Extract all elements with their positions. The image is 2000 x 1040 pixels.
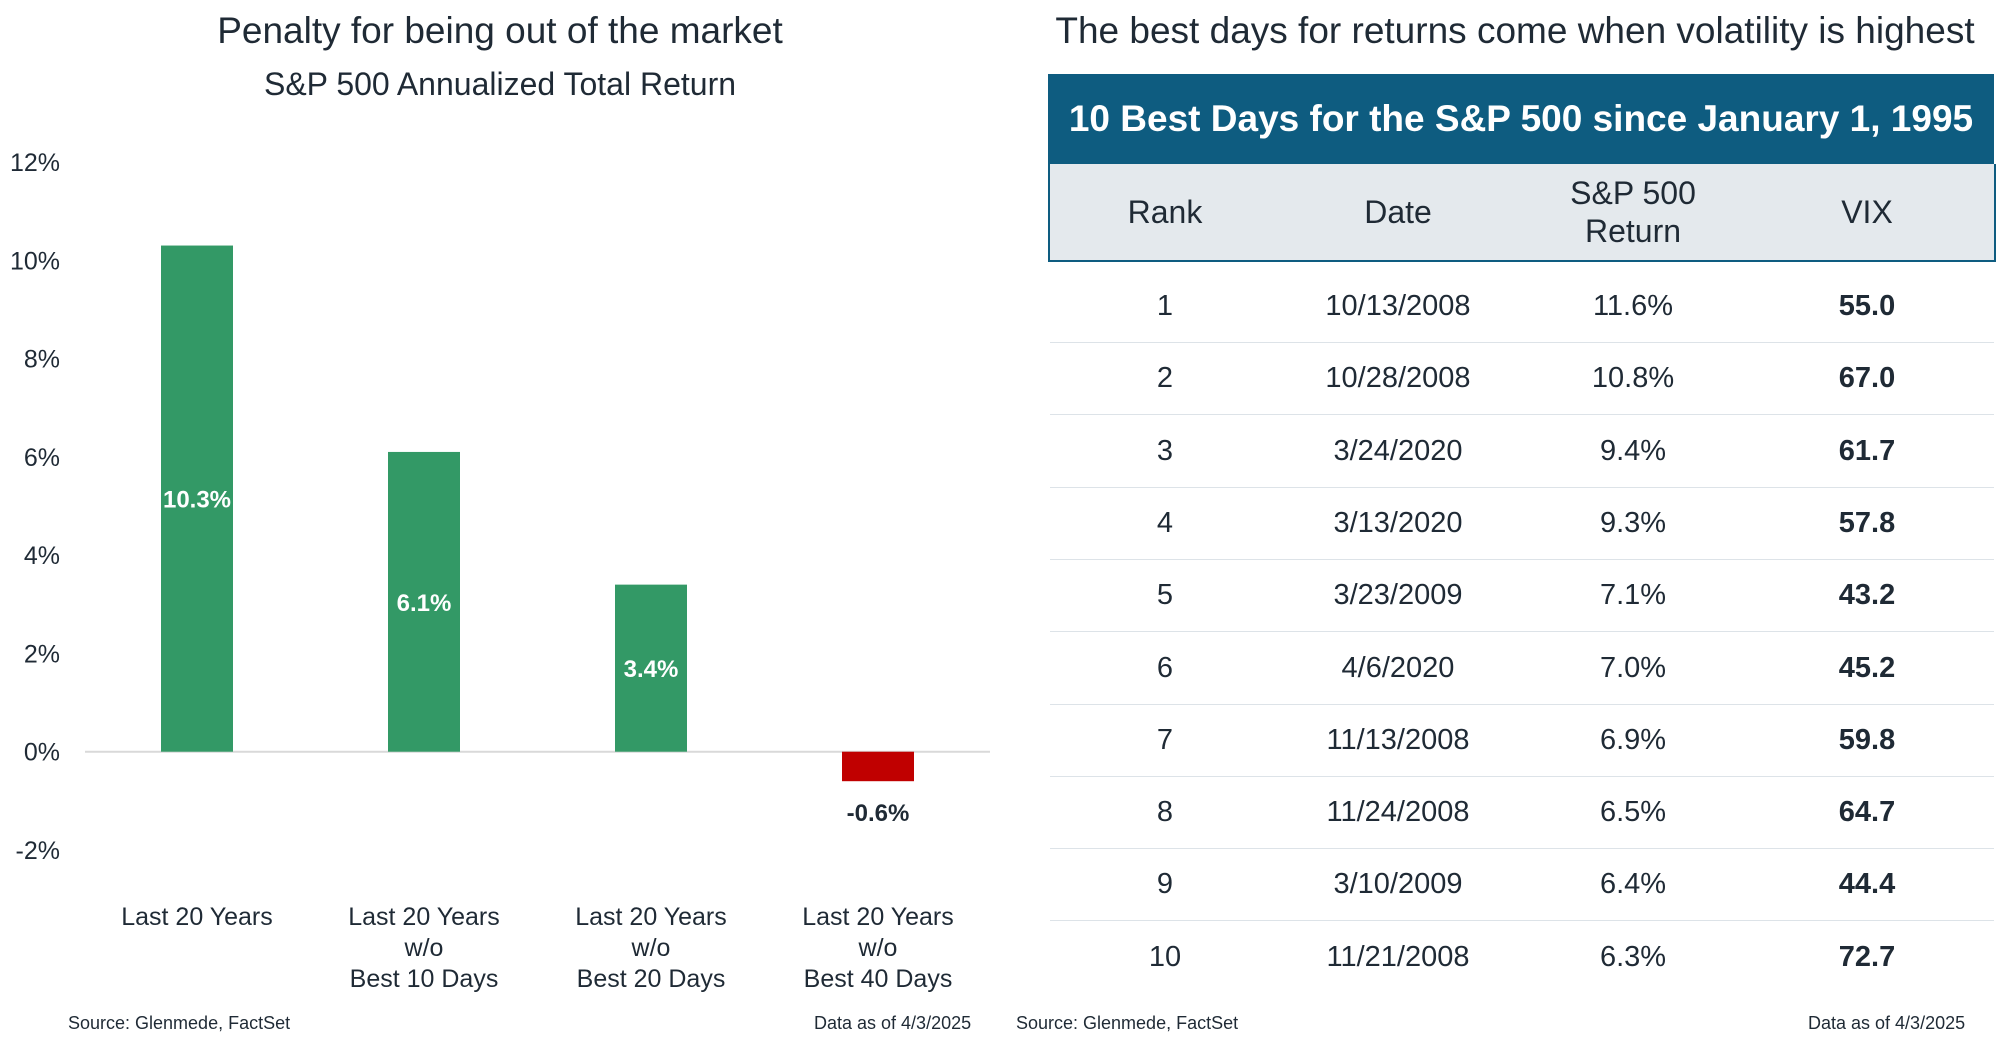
rank-cell: 6 xyxy=(1156,651,1174,684)
x-category-label: Last 20 Years xyxy=(575,903,727,931)
table-row: 9 3/10/2009 6.4% 44.4 xyxy=(1050,848,1994,922)
x-category-label: w/o xyxy=(404,934,444,962)
date-cell: 11/24/2008 xyxy=(1326,796,1470,829)
chart-subtitle: S&P 500 Annualized Total Return xyxy=(263,66,737,102)
table-row: 5 3/23/2009 7.1% 43.2 xyxy=(1050,559,1994,633)
y-tick-label: 10% xyxy=(10,247,60,275)
return-cell: 7.0% xyxy=(1599,651,1667,684)
vix-cell: 67.0 xyxy=(1838,362,1896,395)
vix-cell: 45.2 xyxy=(1838,651,1896,684)
return-cell: 9.3% xyxy=(1599,506,1667,539)
table-header-row: Rank Date S&P 500 Return VIX xyxy=(1048,164,1996,262)
rank-cell: 10 xyxy=(1148,940,1182,973)
vix-cell: 55.0 xyxy=(1838,290,1896,322)
date-cell: 3/24/2020 xyxy=(1333,434,1463,467)
vix-cell: 59.8 xyxy=(1838,723,1896,756)
date-cell: 11/21/2008 xyxy=(1326,940,1470,973)
bar-chart: 12% 10% 8% 6% 4% 2% 0% -2% 10.3% Last 20 Years 6.1… xyxy=(10,149,990,993)
x-category-label: Last 20 Years xyxy=(348,903,500,931)
y-tick-label: 0% xyxy=(24,739,60,767)
header-vix: VIX xyxy=(1841,194,1893,230)
rank-cell: 3 xyxy=(1156,434,1174,467)
table-row: 2 10/28/2008 10.8% 67.0 xyxy=(1050,342,1994,416)
x-category-label: w/o xyxy=(858,934,898,962)
rank-cell: 2 xyxy=(1156,362,1174,395)
bar xyxy=(388,451,460,752)
x-category-label: w/o xyxy=(631,934,671,962)
vix-cell: 57.8 xyxy=(1838,506,1896,539)
chart-title: Penalty for being out of the market xyxy=(217,10,783,51)
table-title: 10 Best Days for the S&P 500 since Janua… xyxy=(1048,74,1994,164)
chart-data-date: Data as of 4/3/2025 xyxy=(814,1013,972,1033)
return-cell: 9.4% xyxy=(1599,434,1667,467)
return-cell: 10.8% xyxy=(1591,362,1675,395)
vix-cell: 64.7 xyxy=(1838,796,1896,829)
bar-data-label: 6.1% xyxy=(397,590,452,617)
table-row: 3 3/24/2020 9.4% 61.7 xyxy=(1050,415,1994,488)
y-tick-label: 8% xyxy=(24,346,60,374)
table-row: 7 11/13/2008 6.9% 59.8 xyxy=(1050,704,1994,777)
rank-cell: 9 xyxy=(1156,868,1174,901)
date-cell: 3/10/2009 xyxy=(1333,868,1463,901)
return-cell: 6.4% xyxy=(1599,868,1667,901)
bar xyxy=(615,584,687,752)
vix-cell: 61.7 xyxy=(1838,434,1896,467)
rank-cell: 4 xyxy=(1156,506,1174,539)
bar-data-label: 3.4% xyxy=(624,656,679,683)
table-row: 4 3/13/2020 9.3% 57.8 xyxy=(1050,487,1994,560)
table-row: 8 11/24/2008 6.5% 64.7 xyxy=(1050,776,1994,850)
date-cell: 10/13/2008 xyxy=(1325,290,1471,322)
return-cell: 7.1% xyxy=(1599,579,1667,612)
table-data-date: Data as of 4/3/2025 xyxy=(1808,1013,1966,1033)
y-tick-label: 2% xyxy=(24,640,60,668)
table-row: 1 10/13/2008 11.6% 55.0 xyxy=(1050,270,1994,343)
y-tick-label: 6% xyxy=(24,444,60,472)
header-return-line2: Return xyxy=(1584,213,1682,249)
return-cell: 6.9% xyxy=(1599,723,1667,756)
table-row: 6 4/6/2020 7.0% 45.2 xyxy=(1050,632,1994,705)
x-category-label: Best 10 Days xyxy=(350,965,499,993)
table-panel-title: The best days for returns come when vola… xyxy=(1055,10,1975,51)
vix-cell: 72.7 xyxy=(1838,940,1896,973)
y-tick-label: 12% xyxy=(10,149,60,177)
y-tick-label: 4% xyxy=(24,542,60,570)
y-tick-label: -2% xyxy=(16,837,60,865)
date-cell: 11/13/2008 xyxy=(1326,723,1470,756)
bar-data-label: -0.6% xyxy=(847,800,910,827)
header-rank: Rank xyxy=(1127,194,1203,230)
date-cell: 10/28/2008 xyxy=(1325,362,1471,395)
rank-cell: 7 xyxy=(1156,723,1174,756)
date-cell: 4/6/2020 xyxy=(1341,651,1455,684)
return-cell: 11.6% xyxy=(1592,290,1674,322)
vix-cell: 44.4 xyxy=(1838,868,1896,901)
table-source: Source: Glenmede, FactSet xyxy=(1016,1013,1239,1033)
x-category-label: Last 20 Years xyxy=(802,903,954,931)
header-return-line1: S&P 500 xyxy=(1570,175,1696,211)
return-cell: 6.5% xyxy=(1599,796,1667,829)
return-cell: 6.3% xyxy=(1599,940,1667,973)
x-category-label: Best 40 Days xyxy=(804,965,953,993)
bar xyxy=(161,245,233,752)
table-row: 10 11/21/2008 6.3% 72.7 xyxy=(1050,921,1994,993)
x-category-label: Best 20 Days xyxy=(577,965,726,993)
vix-cell: 43.2 xyxy=(1838,579,1896,612)
header-return: S&P 500 Return xyxy=(1516,174,1750,250)
rank-cell: 1 xyxy=(1156,290,1174,322)
rank-cell: 8 xyxy=(1156,796,1174,829)
header-date: Date xyxy=(1364,194,1432,230)
bar-data-label: 10.3% xyxy=(163,487,231,514)
bar xyxy=(842,751,914,782)
date-cell: 3/23/2009 xyxy=(1333,579,1463,612)
date-cell: 3/13/2020 xyxy=(1333,506,1463,539)
x-category-label: Last 20 Years xyxy=(121,903,273,931)
rank-cell: 5 xyxy=(1156,579,1174,612)
chart-source: Source: Glenmede, FactSet xyxy=(68,1013,291,1033)
